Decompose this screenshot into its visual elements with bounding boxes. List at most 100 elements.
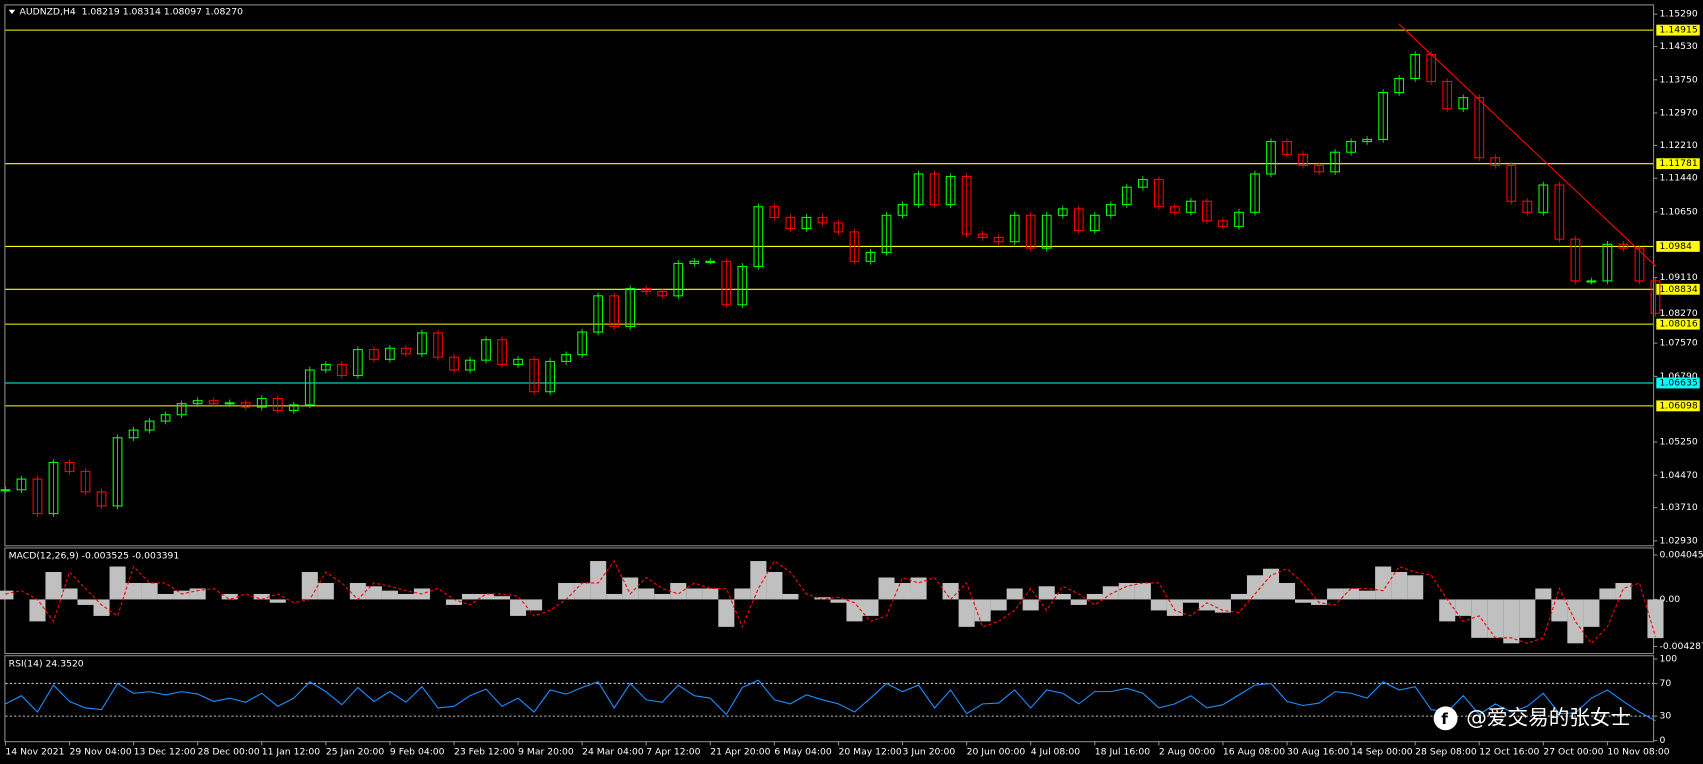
- rsi-line: [5, 679, 1656, 722]
- macd-bar: [622, 577, 639, 600]
- signal-line: [5, 559, 1657, 645]
- y-tick-label: 1.12210: [1660, 140, 1698, 151]
- macd-bar: [1567, 599, 1584, 644]
- macd-bar: [1455, 599, 1472, 616]
- macd-bar: [1551, 599, 1568, 622]
- macd-bar: [862, 599, 879, 616]
- x-tick-label: 12 Oct 16:00: [1479, 747, 1539, 758]
- macd-bar: [606, 593, 623, 600]
- macd-bar: [974, 599, 991, 622]
- macd-bar: [1599, 588, 1616, 600]
- macd-bar: [1182, 599, 1199, 603]
- watermark-icon-letter: f: [1441, 710, 1448, 728]
- macd-bar: [269, 599, 286, 603]
- macd-bar: [173, 590, 190, 600]
- x-tick-label: 27 Oct 00:00: [1543, 747, 1603, 758]
- macd-bar: [494, 596, 511, 600]
- macd-bar: [846, 599, 863, 622]
- y-tick-label: 1.09110: [1660, 272, 1698, 283]
- macd-bar: [221, 593, 238, 600]
- x-tick-label: 9 Feb 04:00: [390, 747, 445, 758]
- macd-bar: [1343, 588, 1360, 600]
- macd-bar: [1278, 582, 1296, 600]
- macd-bar: [830, 599, 847, 603]
- main-frame: [4, 4, 1655, 547]
- level-label-box: [1656, 377, 1700, 389]
- macd-bar: [1166, 599, 1183, 616]
- macd-bar: [61, 588, 78, 600]
- y-tick-label: 1.12970: [1660, 108, 1698, 119]
- x-tick-label: 16 Aug 08:00: [1223, 747, 1285, 758]
- x-tick-label: 13 Dec 12:00: [134, 747, 196, 758]
- macd-bar: [894, 582, 911, 600]
- macd-bar: [510, 599, 527, 616]
- macd-bar: [1583, 599, 1600, 627]
- rsi-frame: [4, 655, 1655, 743]
- macd-bar: [1375, 566, 1392, 600]
- macd-bar: [1198, 599, 1215, 611]
- macd-bar: [670, 582, 687, 600]
- y-tick-label: 1.14530: [1660, 41, 1698, 52]
- level-label-box: [1656, 240, 1700, 252]
- trend-line: [1398, 23, 1657, 268]
- macd-bar: [1615, 582, 1632, 600]
- macd-bar: [253, 593, 270, 600]
- macd-bar: [766, 572, 783, 600]
- macd-bar: [0, 590, 14, 600]
- y-tick-label: 1.05250: [1660, 437, 1698, 448]
- y-tick-label: 1.11440: [1660, 173, 1698, 184]
- macd-bar: [1086, 593, 1103, 600]
- plot: 1.15290 1.14530 1.13750 1.12970 1.12210 1.114…: [0, 9, 1703, 758]
- x-tick-label: 28 Dec 00:00: [198, 747, 260, 758]
- macd-bar: [77, 599, 94, 605]
- macd-bar: [349, 582, 366, 600]
- x-tick-label: 3 Jun 20:00: [903, 747, 956, 758]
- macd-bar: [1214, 599, 1231, 613]
- macd-bar: [1503, 599, 1520, 644]
- level-label-box: [1656, 283, 1700, 295]
- macd-bar: [958, 599, 975, 627]
- macd-bar: [317, 582, 334, 600]
- macd-bar: [1519, 599, 1536, 638]
- rsi-title: RSI(14) 24.3520: [9, 658, 84, 669]
- macd-bar: [1359, 590, 1376, 600]
- level-label-box: [1656, 400, 1700, 412]
- macd-bar: [718, 599, 735, 627]
- main-title: AUDNZD,H4 1.08219 1.08314 1.08097 1.0827…: [20, 6, 244, 17]
- symbol-menu-arrow[interactable]: [8, 9, 16, 15]
- macd-bar: [397, 593, 414, 600]
- macd-bar: [1230, 593, 1248, 600]
- x-tick-label: 14 Nov 2021: [5, 747, 64, 758]
- current-price-label: 1.08270: [1660, 308, 1698, 319]
- x-tick-label: 6 May 04:00: [774, 747, 832, 758]
- macd-bar: [590, 561, 607, 600]
- macd-bar: [878, 577, 895, 600]
- macd-bar: [814, 597, 831, 600]
- macd-bar: [109, 566, 126, 600]
- x-tick-label: 25 Jan 20:00: [326, 747, 385, 758]
- x-tick-label: 30 Aug 16:00: [1287, 747, 1349, 758]
- level-label: 1.14915: [1660, 25, 1698, 36]
- watermark-icon: [1433, 706, 1458, 731]
- x-tick-label: 2 Aug 00:00: [1159, 747, 1215, 758]
- macd-bar: [29, 599, 46, 622]
- macd-bar: [381, 590, 398, 600]
- x-tick-label: 18 Jul 16:00: [1095, 747, 1150, 758]
- level-label: 1.06635: [1660, 377, 1698, 388]
- macd-bar: [1391, 572, 1408, 600]
- y-tick-label: 1.06790: [1660, 371, 1698, 382]
- macd-bar: [734, 588, 751, 600]
- y-tick-label: 0.00: [1660, 594, 1681, 605]
- y-tick-label: 100: [1660, 653, 1678, 664]
- macd-bar: [1246, 575, 1264, 600]
- macd-bar: [93, 599, 110, 616]
- macd-bar: [1022, 599, 1039, 611]
- macd-bar: [1038, 586, 1055, 600]
- y-tick-label: 1.04470: [1660, 470, 1698, 481]
- macd-bar: [990, 599, 1007, 611]
- x-tick-label: 24 Mar 04:00: [582, 747, 644, 758]
- macd-bar: [1070, 599, 1087, 605]
- macd-bar: [189, 588, 206, 600]
